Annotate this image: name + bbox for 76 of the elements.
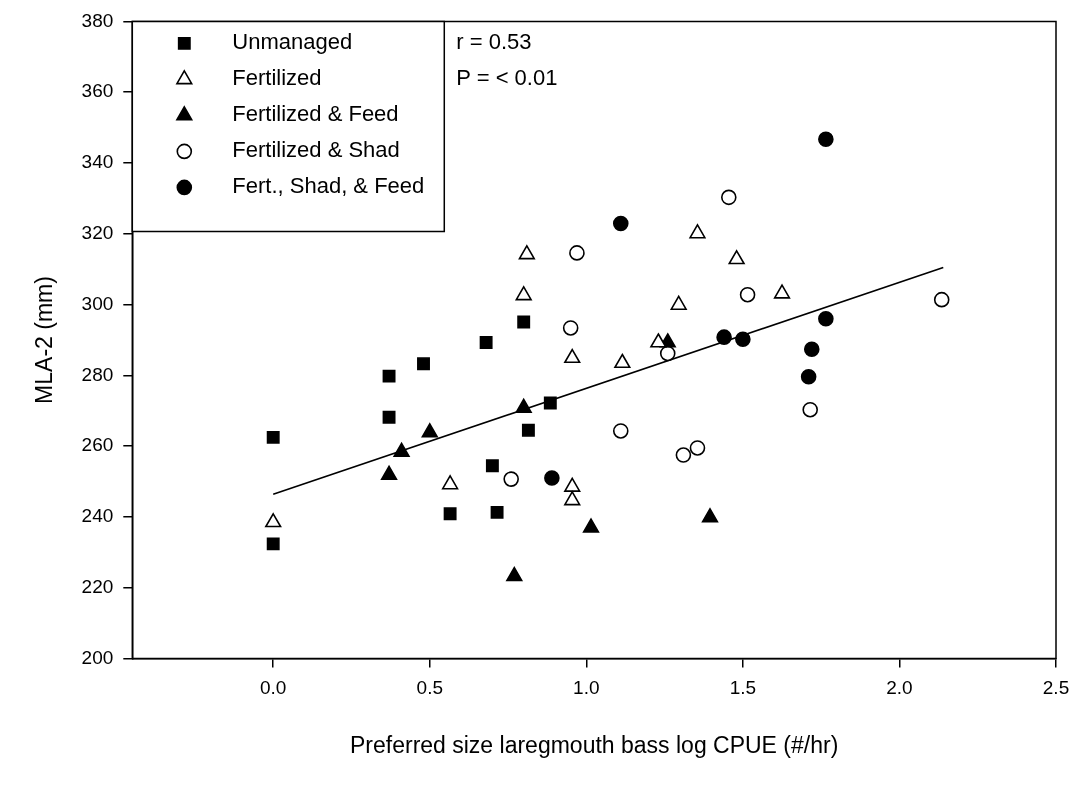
point <box>421 423 438 438</box>
point <box>503 471 519 487</box>
point <box>564 477 581 492</box>
legend-label: Fertilized <box>232 65 322 91</box>
annotation: r = 0.53 <box>456 29 532 55</box>
point <box>612 215 629 232</box>
y-tick-label: 240 <box>81 505 114 527</box>
point <box>773 284 791 299</box>
x-tick-label: 0.0 <box>259 677 287 699</box>
x-axis-title: Preferred size laregmouth bass log CPUE (#/hr) <box>349 731 839 758</box>
point <box>515 398 532 414</box>
point <box>720 189 737 206</box>
point <box>490 505 504 519</box>
point <box>543 396 557 410</box>
point <box>689 224 706 239</box>
point <box>515 286 532 301</box>
point <box>659 345 676 362</box>
point <box>417 357 430 371</box>
point <box>701 508 719 523</box>
point <box>569 245 585 261</box>
y-axis-title: MLA-2 (mm) <box>31 276 58 404</box>
point <box>614 353 631 369</box>
point <box>441 475 459 490</box>
y-tick-label: 300 <box>81 292 114 314</box>
y-tick-label: 220 <box>81 576 114 598</box>
point <box>544 470 560 486</box>
point <box>689 440 706 456</box>
x-tick-label: 1.0 <box>573 677 600 699</box>
point <box>382 369 396 383</box>
point <box>443 507 457 521</box>
point <box>564 491 581 506</box>
point <box>670 295 687 310</box>
point <box>802 401 818 418</box>
y-tick-label: 320 <box>81 222 114 244</box>
point <box>380 465 398 480</box>
point <box>521 423 535 437</box>
point <box>716 329 732 345</box>
y-tick-label: 200 <box>81 646 114 668</box>
point <box>735 331 751 348</box>
y-tick-label: 380 <box>81 9 114 31</box>
point <box>612 423 629 439</box>
point <box>582 518 600 533</box>
point <box>800 369 817 385</box>
y-tick-label: 260 <box>81 434 114 456</box>
point <box>818 131 834 148</box>
legend-label: Unmanaged <box>232 29 353 55</box>
point <box>562 320 579 336</box>
point <box>517 315 531 329</box>
annotation: P = < 0.01 <box>456 65 558 91</box>
legend-label: Fertilized & Feed <box>232 101 399 127</box>
point <box>518 245 535 260</box>
point <box>564 348 581 364</box>
legend-label: Fertilized & Shad <box>232 137 400 163</box>
point <box>479 336 493 349</box>
point <box>739 286 756 303</box>
point <box>266 537 280 551</box>
x-tick-label: 2.5 <box>1042 677 1070 699</box>
legend-label: Fert., Shad, & Feed <box>232 173 425 199</box>
y-tick-label: 360 <box>81 80 114 102</box>
point <box>728 249 745 265</box>
point <box>265 513 282 528</box>
point <box>266 430 280 444</box>
x-tick-label: 2.0 <box>886 677 913 699</box>
y-tick-label: 340 <box>81 151 114 173</box>
y-tick-label: 280 <box>81 363 114 385</box>
point <box>933 291 950 308</box>
point <box>393 442 410 457</box>
point <box>485 459 499 473</box>
point <box>382 410 396 424</box>
x-tick-label: 1.5 <box>729 677 757 699</box>
point <box>803 341 820 357</box>
point <box>506 566 523 582</box>
x-tick-label: 0.5 <box>416 677 443 699</box>
point <box>675 447 692 463</box>
point <box>818 310 834 327</box>
point <box>650 333 667 348</box>
